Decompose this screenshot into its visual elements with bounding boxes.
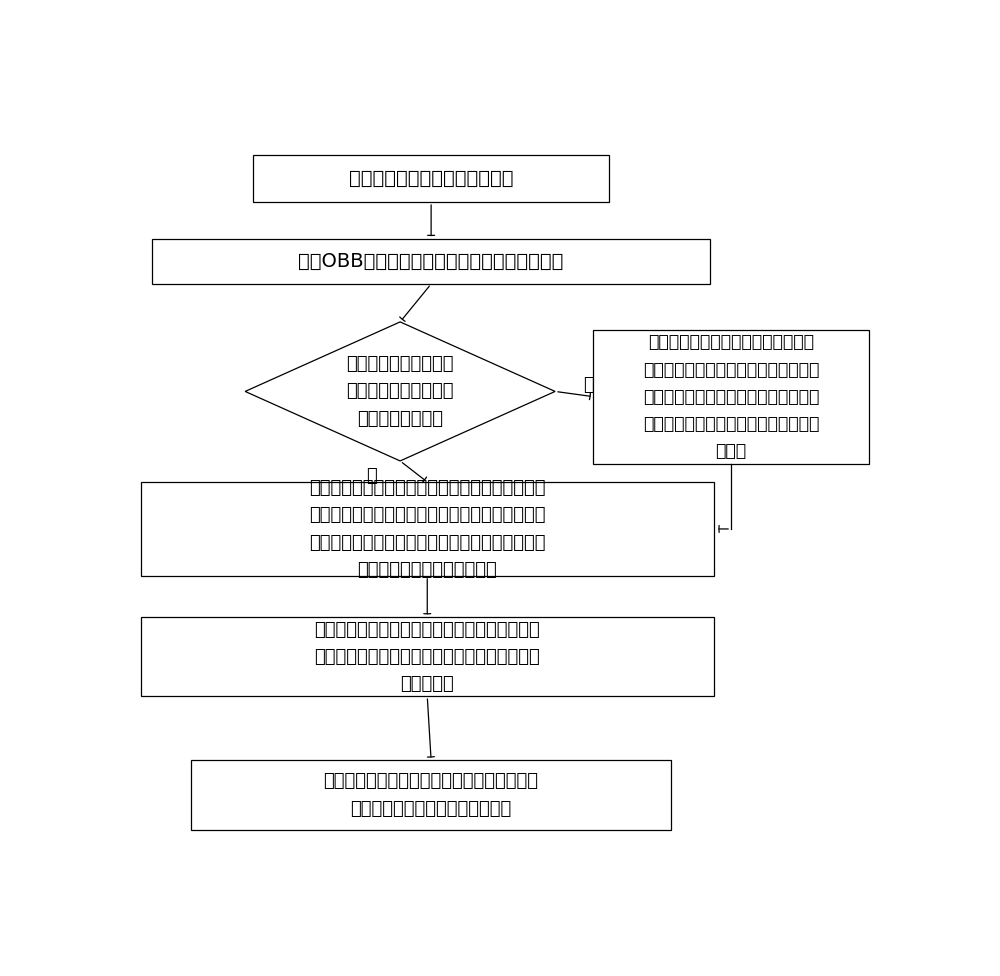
Bar [140, 482, 714, 576]
Bar [152, 239, 710, 284]
Text: 提取所述投影轮廓点云数据点，并对提取的投影
围轮廓点云数据点进行拟合处理，获得所述旋转
体的母线。: 提取所述投影轮廓点云数据点，并对提取的投影 围轮廓点云数据点进行拟合处理，获得所… [314, 621, 540, 693]
Bar [253, 155, 609, 202]
Bar [140, 617, 714, 696]
Text: 判断所述旋转体的旋转
轴是否平行于三维坐标
系中的任一坐标轴: 判断所述旋转体的旋转 轴是否平行于三维坐标 系中的任一坐标轴 [346, 355, 454, 427]
Text: 当所述旋转体的旋转轴平行于三维坐标系中的其中
一坐标轴，则将所述旋转体的三维点云数据向垂直
于其余坐标轴中任一坐标轴的一平面上进行投影，
获取所述旋转体的投影轮: 当所述旋转体的旋转轴平行于三维坐标系中的其中 一坐标轴，则将所述旋转体的三维点云… [309, 479, 546, 579]
Bar [191, 760, 671, 830]
Text: 获取一旋转体的三维点云数据。: 获取一旋转体的三维点云数据。 [349, 169, 513, 188]
Text: 通过OBB包围盒方法确定所述旋转体的旋转轴。: 通过OBB包围盒方法确定所述旋转体的旋转轴。 [298, 252, 564, 271]
Text: 否: 否 [583, 377, 594, 394]
Text: 当所述旋转体的旋转轴不平行于三维
坐标系中的任一坐标轴，旋转所述旋转
体的三维点云数据，以使所述旋转体的
旋转轴平行于三维坐标系中的其中一坐
标轴。: 当所述旋转体的旋转轴不平行于三维 坐标系中的任一坐标轴，旋转所述旋转 体的三维点… [643, 334, 819, 460]
Polygon shape [245, 322, 555, 461]
Bar [593, 330, 869, 464]
Text: 是: 是 [366, 468, 377, 485]
Text: 根据获取的所述旋转体旋转轴以及所述旋转体
母线构造所述旋转体的实体模型。: 根据获取的所述旋转体旋转轴以及所述旋转体 母线构造所述旋转体的实体模型。 [324, 772, 539, 818]
